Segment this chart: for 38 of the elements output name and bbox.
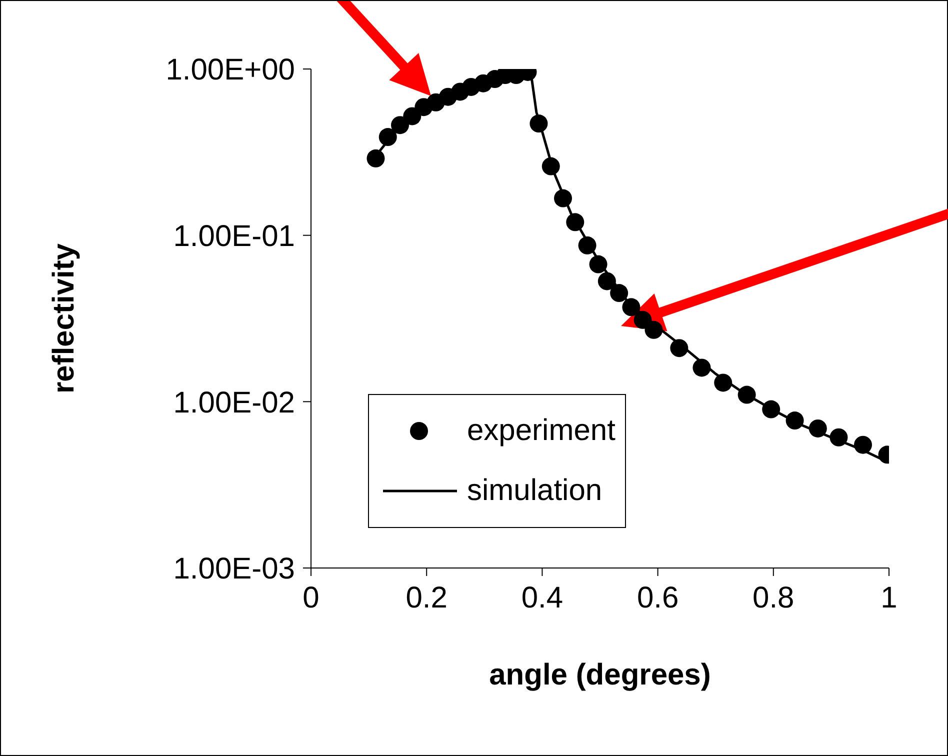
point (622, 298, 640, 316)
point (634, 310, 652, 329)
point (378, 128, 397, 146)
point (598, 272, 616, 290)
point (762, 400, 780, 418)
point (566, 213, 584, 232)
x-tick-label: 0 (302, 581, 320, 614)
point (366, 149, 385, 168)
point (830, 428, 848, 446)
legend-label: experiment (467, 414, 616, 448)
legend-label: simulation (467, 474, 602, 508)
y-tick-label: 1.00E+00 (166, 54, 295, 87)
point (786, 412, 804, 430)
x-axis-title: angle (degrees) (489, 658, 711, 692)
y-tick-label: 1.00E-01 (173, 220, 295, 253)
point (808, 419, 827, 438)
x-tick-label: 0.4 (521, 581, 564, 614)
point (692, 358, 711, 377)
y-axis-title: reflectivity (48, 243, 81, 394)
point (589, 255, 608, 274)
x-tick-label: 0.2 (406, 581, 448, 614)
point (403, 107, 422, 126)
point (670, 339, 688, 358)
point (530, 114, 548, 133)
x-tick-label: 1 (880, 581, 898, 614)
x-tick-label: 0.6 (636, 581, 679, 614)
y-tick-label: 1.00E-02 (173, 386, 295, 420)
point (714, 374, 732, 392)
point (542, 157, 560, 176)
point (554, 189, 572, 208)
point (854, 436, 872, 454)
point (391, 116, 410, 134)
point (644, 320, 663, 339)
point (738, 386, 756, 404)
x-tick-label: 0.8 (752, 581, 794, 614)
point (610, 284, 628, 302)
point (578, 236, 596, 254)
y-tick-label: 1.00E-03 (173, 552, 295, 586)
